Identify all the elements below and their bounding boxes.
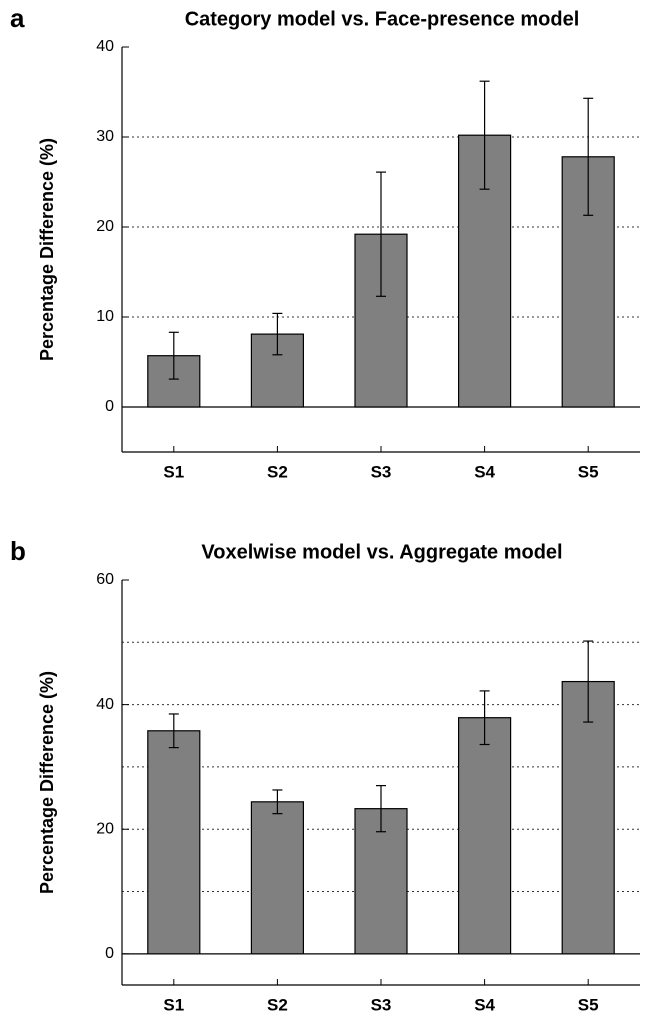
- x-tick-label: S2: [267, 995, 288, 1014]
- x-tick-label: S1: [163, 995, 184, 1014]
- bar: [147, 730, 201, 955]
- panel-letter: b: [10, 536, 26, 566]
- x-tick-label: S4: [474, 995, 495, 1014]
- x-tick-label: S4: [474, 462, 495, 481]
- panel-letter: a: [10, 3, 25, 33]
- y-tick-label: 30: [96, 128, 114, 145]
- chart-title: Category model vs. Face-presence model: [185, 8, 580, 30]
- x-tick-label: S3: [371, 462, 392, 481]
- y-axis-label: Percentage Difference (%): [37, 671, 57, 894]
- y-tick-label: 0: [105, 398, 114, 415]
- y-tick-label: 40: [96, 38, 114, 55]
- y-tick-label: 60: [96, 571, 114, 588]
- x-tick-label: S3: [371, 995, 392, 1014]
- x-tick-label: S5: [578, 995, 599, 1014]
- y-tick-label: 10: [96, 308, 114, 325]
- bar: [561, 680, 615, 955]
- y-tick-label: 0: [105, 945, 114, 962]
- x-tick-label: S1: [163, 462, 184, 481]
- chart-title: Voxelwise model vs. Aggregate model: [201, 541, 562, 563]
- bar: [354, 808, 408, 955]
- y-tick-label: 20: [96, 218, 114, 235]
- x-tick-label: S2: [267, 462, 288, 481]
- bar: [458, 717, 512, 955]
- y-axis-label: Percentage Difference (%): [37, 138, 57, 361]
- x-tick-label: S5: [578, 462, 599, 481]
- bar: [250, 801, 304, 955]
- y-tick-label: 20: [96, 820, 114, 837]
- y-tick-label: 40: [96, 696, 114, 713]
